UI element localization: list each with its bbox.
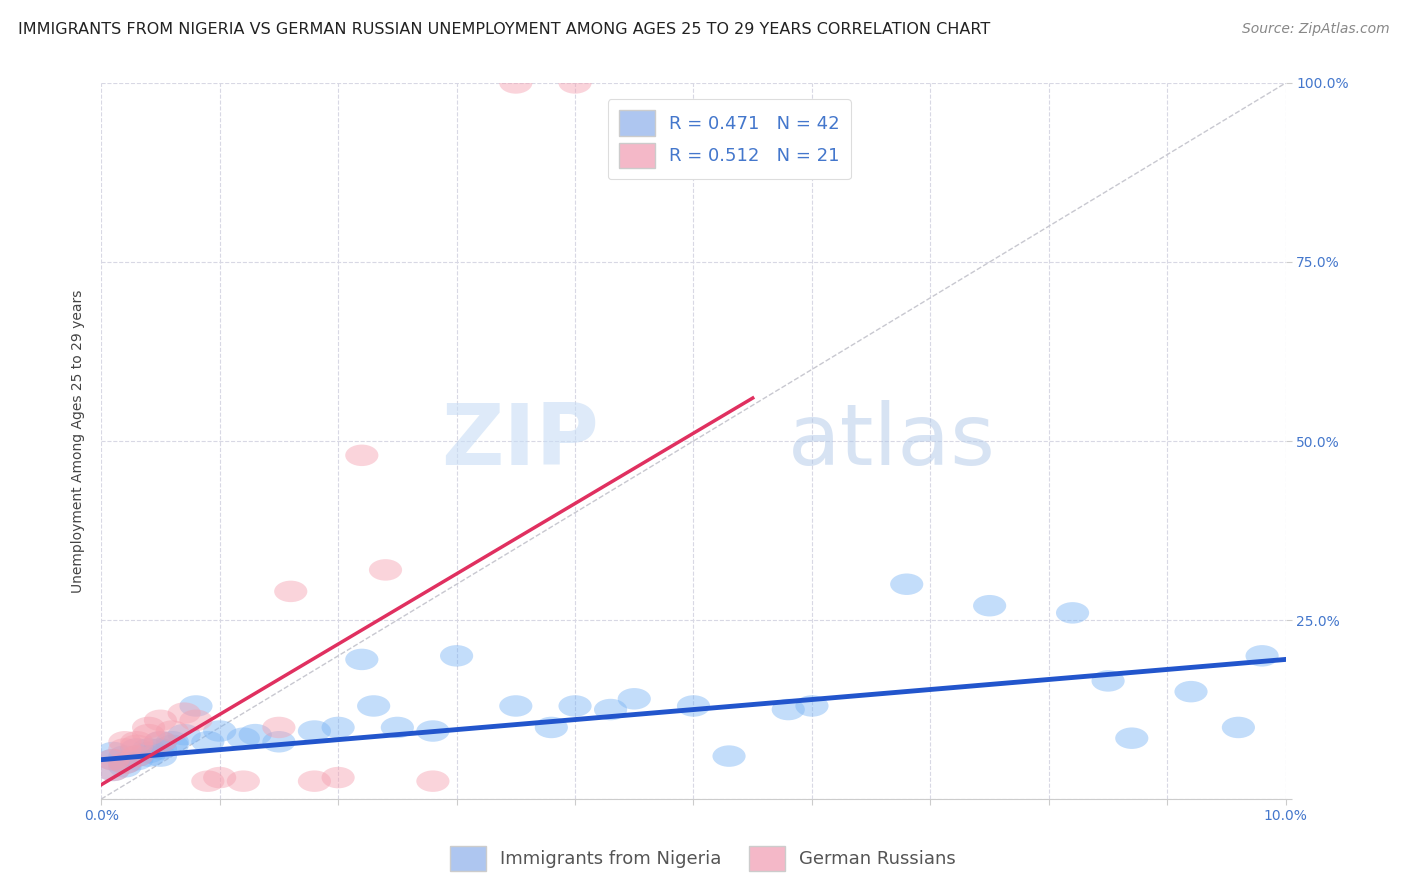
Ellipse shape bbox=[202, 767, 236, 789]
Ellipse shape bbox=[890, 574, 924, 595]
Ellipse shape bbox=[499, 695, 533, 716]
Ellipse shape bbox=[973, 595, 1007, 616]
Ellipse shape bbox=[97, 749, 129, 771]
Ellipse shape bbox=[132, 716, 165, 739]
Ellipse shape bbox=[676, 695, 710, 716]
Text: Source: ZipAtlas.com: Source: ZipAtlas.com bbox=[1241, 22, 1389, 37]
Ellipse shape bbox=[416, 720, 450, 742]
Ellipse shape bbox=[108, 746, 142, 767]
Ellipse shape bbox=[132, 742, 165, 764]
Ellipse shape bbox=[558, 695, 592, 716]
Text: atlas: atlas bbox=[789, 400, 997, 483]
Ellipse shape bbox=[143, 746, 177, 767]
Ellipse shape bbox=[298, 771, 330, 792]
Ellipse shape bbox=[239, 724, 271, 746]
Ellipse shape bbox=[156, 735, 188, 756]
Ellipse shape bbox=[120, 735, 153, 756]
Ellipse shape bbox=[108, 756, 142, 778]
Ellipse shape bbox=[558, 72, 592, 94]
Ellipse shape bbox=[440, 645, 474, 666]
Legend: R = 0.471   N = 42, R = 0.512   N = 21: R = 0.471 N = 42, R = 0.512 N = 21 bbox=[607, 99, 851, 179]
Ellipse shape bbox=[108, 753, 142, 774]
Text: ZIP: ZIP bbox=[441, 400, 599, 483]
Ellipse shape bbox=[416, 771, 450, 792]
Ellipse shape bbox=[132, 739, 165, 760]
Ellipse shape bbox=[167, 724, 201, 746]
Ellipse shape bbox=[108, 753, 142, 774]
Ellipse shape bbox=[191, 771, 225, 792]
Ellipse shape bbox=[346, 648, 378, 670]
Ellipse shape bbox=[108, 739, 142, 760]
Ellipse shape bbox=[1091, 670, 1125, 691]
Text: IMMIGRANTS FROM NIGERIA VS GERMAN RUSSIAN UNEMPLOYMENT AMONG AGES 25 TO 29 YEARS: IMMIGRANTS FROM NIGERIA VS GERMAN RUSSIA… bbox=[18, 22, 991, 37]
Ellipse shape bbox=[381, 716, 413, 739]
Ellipse shape bbox=[120, 739, 153, 760]
Ellipse shape bbox=[120, 749, 153, 771]
Ellipse shape bbox=[263, 731, 295, 753]
Ellipse shape bbox=[167, 702, 201, 724]
Ellipse shape bbox=[263, 716, 295, 739]
Ellipse shape bbox=[1115, 728, 1149, 749]
Ellipse shape bbox=[346, 444, 378, 466]
Ellipse shape bbox=[772, 698, 804, 720]
Ellipse shape bbox=[180, 695, 212, 716]
Ellipse shape bbox=[322, 716, 354, 739]
Ellipse shape bbox=[1222, 716, 1256, 739]
Ellipse shape bbox=[97, 742, 129, 764]
Ellipse shape bbox=[97, 760, 129, 781]
Ellipse shape bbox=[1056, 602, 1090, 624]
Ellipse shape bbox=[534, 716, 568, 739]
Ellipse shape bbox=[713, 746, 745, 767]
Ellipse shape bbox=[120, 746, 153, 767]
Ellipse shape bbox=[593, 698, 627, 720]
Ellipse shape bbox=[97, 760, 129, 781]
Legend: Immigrants from Nigeria, German Russians: Immigrants from Nigeria, German Russians bbox=[443, 838, 963, 879]
Ellipse shape bbox=[156, 731, 188, 753]
Ellipse shape bbox=[499, 72, 533, 94]
Ellipse shape bbox=[156, 720, 188, 742]
Ellipse shape bbox=[1246, 645, 1278, 666]
Ellipse shape bbox=[1174, 681, 1208, 702]
Ellipse shape bbox=[322, 767, 354, 789]
Ellipse shape bbox=[120, 731, 153, 753]
Ellipse shape bbox=[368, 559, 402, 581]
Ellipse shape bbox=[226, 771, 260, 792]
Ellipse shape bbox=[191, 731, 225, 753]
Ellipse shape bbox=[108, 731, 142, 753]
Ellipse shape bbox=[143, 731, 177, 753]
Ellipse shape bbox=[97, 749, 129, 771]
Ellipse shape bbox=[357, 695, 391, 716]
Ellipse shape bbox=[226, 728, 260, 749]
Ellipse shape bbox=[120, 746, 153, 767]
Ellipse shape bbox=[617, 688, 651, 709]
Ellipse shape bbox=[180, 709, 212, 731]
Ellipse shape bbox=[132, 724, 165, 746]
Ellipse shape bbox=[143, 739, 177, 760]
Ellipse shape bbox=[796, 695, 828, 716]
Y-axis label: Unemployment Among Ages 25 to 29 years: Unemployment Among Ages 25 to 29 years bbox=[72, 289, 86, 592]
Ellipse shape bbox=[202, 720, 236, 742]
Ellipse shape bbox=[298, 720, 330, 742]
Ellipse shape bbox=[143, 709, 177, 731]
Ellipse shape bbox=[143, 731, 177, 753]
Ellipse shape bbox=[132, 746, 165, 767]
Ellipse shape bbox=[274, 581, 308, 602]
